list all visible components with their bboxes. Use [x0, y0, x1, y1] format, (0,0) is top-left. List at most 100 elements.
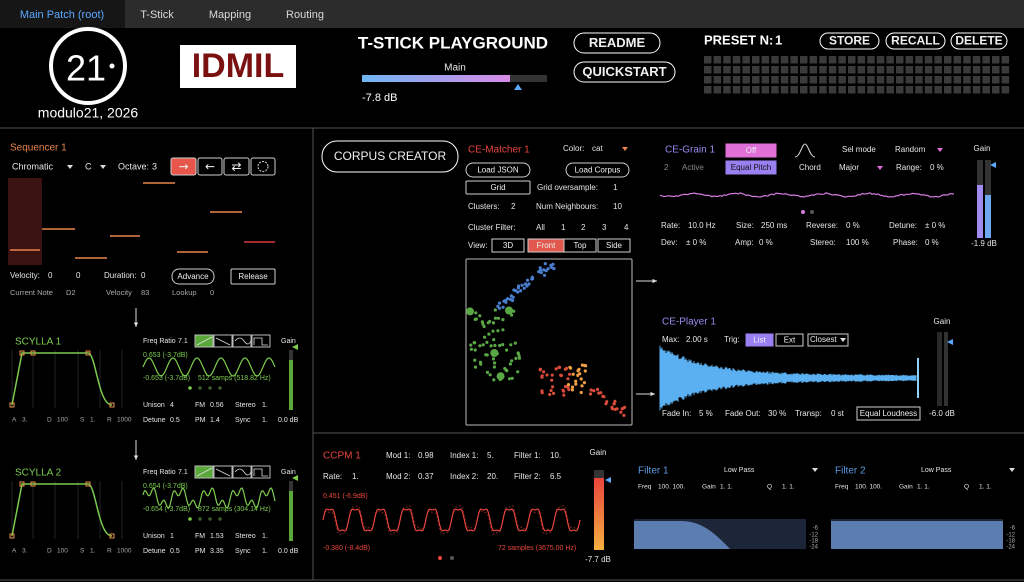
- button[interactable]: Ext: [775, 333, 804, 347]
- page-dot[interactable]: [801, 210, 805, 214]
- preset-slot[interactable]: [828, 56, 837, 64]
- preset-slot[interactable]: [800, 76, 808, 84]
- page-dot[interactable]: [218, 386, 222, 390]
- waveform-button[interactable]: [213, 465, 233, 479]
- env-handle[interactable]: [19, 350, 25, 356]
- preset-slot[interactable]: [771, 86, 779, 94]
- preset-slot[interactable]: [771, 56, 779, 64]
- button-label[interactable]: Release: [238, 272, 268, 281]
- button-label[interactable]: Side: [606, 241, 623, 250]
- preset-slot[interactable]: [915, 66, 923, 74]
- preset-slot[interactable]: [867, 76, 875, 84]
- preset-slot[interactable]: [761, 66, 770, 74]
- preset-slot[interactable]: [915, 56, 923, 64]
- preset-slot[interactable]: [905, 56, 914, 64]
- preset-slot[interactable]: [972, 66, 981, 74]
- preset-slot[interactable]: [742, 86, 750, 94]
- button-frame[interactable]: [321, 140, 459, 173]
- preset-slot[interactable]: [780, 66, 789, 74]
- preset-slot[interactable]: [704, 86, 712, 94]
- preset-slot[interactable]: [876, 76, 885, 84]
- button-label[interactable]: STORE: [829, 34, 870, 48]
- preset-slot[interactable]: [876, 66, 885, 74]
- button-label[interactable]: →: [178, 160, 188, 174]
- preset-slot[interactable]: [876, 86, 885, 94]
- preset-slot[interactable]: [982, 66, 990, 74]
- env-handle[interactable]: [85, 481, 91, 487]
- preset-slot[interactable]: [992, 56, 1000, 64]
- preset-slot[interactable]: [752, 76, 760, 84]
- button-frame[interactable]: [197, 157, 223, 176]
- preset-slot[interactable]: [934, 56, 942, 64]
- preset-slot[interactable]: [886, 86, 894, 94]
- preset-slot[interactable]: [848, 86, 856, 94]
- button-frame[interactable]: [573, 32, 661, 54]
- button[interactable]: Off: [725, 143, 777, 158]
- env-handle[interactable]: [9, 402, 15, 408]
- preset-slot[interactable]: [886, 56, 894, 64]
- button-label[interactable]: List: [753, 336, 766, 345]
- preset-slot[interactable]: [963, 56, 971, 64]
- preset-slot[interactable]: [934, 86, 942, 94]
- env-handle[interactable]: [30, 350, 36, 356]
- page-dot[interactable]: [438, 556, 442, 560]
- page-dot[interactable]: [810, 210, 814, 214]
- env-handle[interactable]: [9, 533, 15, 539]
- button[interactable]: Top: [563, 238, 597, 253]
- button[interactable]: Release: [230, 268, 276, 285]
- button-label[interactable]: Grid: [490, 183, 505, 192]
- button[interactable]: ←: [197, 157, 223, 176]
- preset-slot[interactable]: [896, 76, 904, 84]
- preset-slot[interactable]: [992, 76, 1000, 84]
- button-frame[interactable]: [885, 32, 946, 50]
- preset-slot[interactable]: [982, 86, 990, 94]
- preset-slot[interactable]: [771, 76, 779, 84]
- preset-slot[interactable]: [838, 86, 846, 94]
- preset-slot[interactable]: [819, 66, 827, 74]
- button-frame[interactable]: [491, 238, 525, 253]
- preset-slot[interactable]: [809, 86, 818, 94]
- preset-slot[interactable]: [905, 86, 914, 94]
- tab[interactable]: Main Patch (root): [20, 9, 104, 21]
- button-label[interactable]: Ext: [784, 336, 796, 345]
- preset-slot[interactable]: [790, 56, 798, 64]
- preset-slot[interactable]: [953, 66, 962, 74]
- button[interactable]: QUICKSTART: [573, 61, 676, 83]
- preset-slot[interactable]: [742, 66, 750, 74]
- button[interactable]: Advance: [171, 268, 215, 285]
- preset-slot[interactable]: [972, 76, 981, 84]
- page-dot[interactable]: [208, 386, 212, 390]
- preset-slot[interactable]: [819, 56, 827, 64]
- preset-slot[interactable]: [972, 86, 981, 94]
- preset-slot[interactable]: [953, 76, 962, 84]
- preset-slot[interactable]: [944, 86, 952, 94]
- button[interactable]: Side: [597, 238, 631, 253]
- preset-slot[interactable]: [848, 66, 856, 74]
- preset-slot[interactable]: [992, 86, 1000, 94]
- button-frame[interactable]: [565, 162, 630, 178]
- preset-slot[interactable]: [982, 76, 990, 84]
- preset-slot[interactable]: [780, 86, 789, 94]
- preset-slot[interactable]: [1001, 86, 1010, 94]
- button[interactable]: Equal Pitch: [725, 160, 777, 175]
- button-label[interactable]: Load JSON: [477, 166, 519, 175]
- preset-slot[interactable]: [800, 56, 808, 64]
- preset-slot[interactable]: [924, 56, 933, 64]
- preset-slot[interactable]: [934, 66, 942, 74]
- page-dot[interactable]: [450, 556, 454, 560]
- preset-slot[interactable]: [915, 76, 923, 84]
- preset-slot[interactable]: [742, 76, 750, 84]
- preset-slot[interactable]: [723, 56, 731, 64]
- button-frame[interactable]: [465, 180, 531, 195]
- button-label[interactable]: DELETE: [955, 34, 1002, 48]
- button-frame[interactable]: [563, 238, 597, 253]
- button-label[interactable]: Front: [537, 241, 556, 250]
- preset-slot[interactable]: [857, 66, 866, 74]
- button-label[interactable]: Advance: [177, 272, 209, 281]
- button-frame[interactable]: [223, 157, 250, 176]
- button-frame[interactable]: [171, 268, 215, 285]
- preset-slot[interactable]: [704, 56, 712, 64]
- preset-slot[interactable]: [732, 76, 741, 84]
- button[interactable]: List: [745, 333, 774, 347]
- button-label[interactable]: Off: [746, 146, 757, 155]
